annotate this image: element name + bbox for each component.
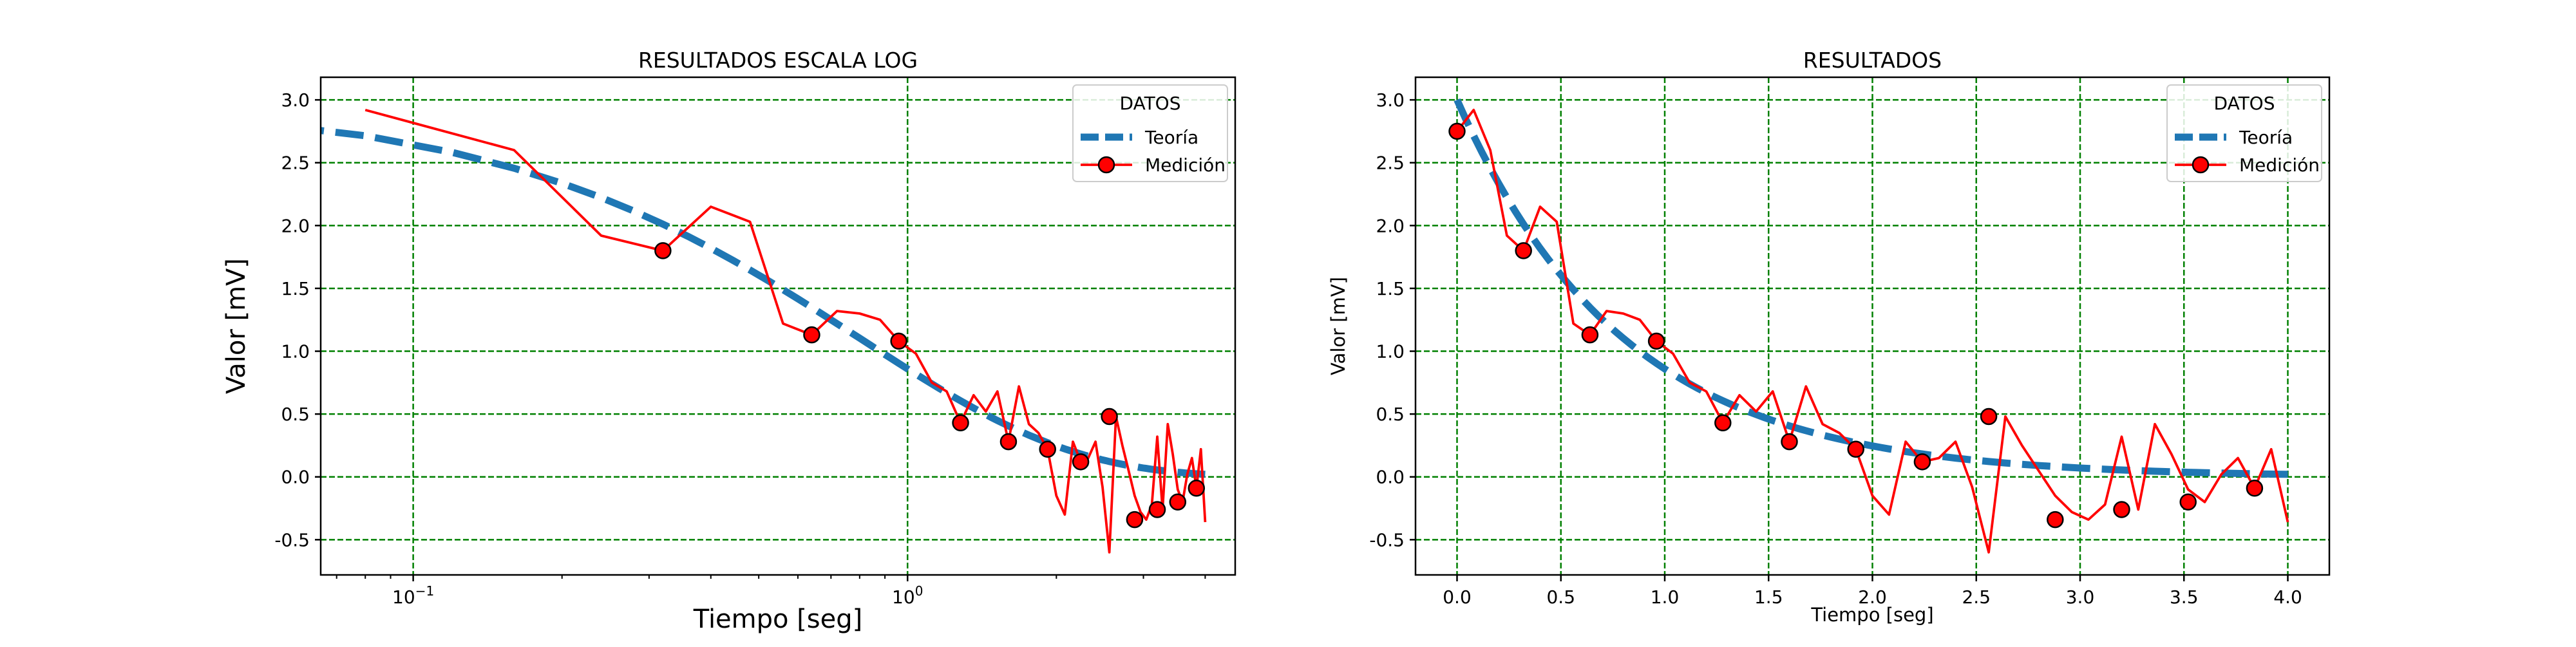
legend-medicion-label: Medición (1145, 155, 1226, 176)
series-medicion-marker (1647, 332, 1665, 350)
legend-title: DATOS (1120, 93, 1181, 114)
series-medicion-marker (2113, 501, 2130, 518)
series-medicion-line (1456, 108, 2289, 554)
x-tick-label: 3.0 (2066, 586, 2095, 608)
y-tick-label: 2.0 (281, 215, 310, 236)
series-medicion-line (365, 108, 1207, 554)
x-tick-label: 1.5 (1754, 586, 1783, 608)
legend-medicion-swatch-marker (2192, 156, 2210, 174)
legend: DATOS Teoría Medición (1072, 84, 1228, 182)
x-tick-label: 0.5 (1546, 586, 1575, 608)
x-tick-label: 0.0 (1443, 586, 1472, 608)
x-axis-label: Tiempo [seg] (1810, 604, 1933, 626)
series-medicion-marker (1714, 414, 1732, 432)
y-tick-label: 0.5 (281, 404, 310, 425)
y-tick-label: 3.0 (281, 89, 310, 111)
legend-teoria-label: Teoría (2239, 127, 2293, 148)
y-tick-label: 1.0 (1376, 341, 1405, 362)
series-medicion-marker (1148, 501, 1166, 518)
series-medicion-marker (1039, 440, 1056, 458)
series-medicion-marker (1101, 408, 1118, 426)
grid-lines (321, 77, 1235, 575)
x-tick-label: 1.0 (1651, 586, 1680, 608)
x-tick-label: 10−1 (392, 583, 434, 608)
series-medicion-marker (2179, 493, 2197, 511)
chart-title: RESULTADOS (1803, 48, 1942, 73)
series-medicion-marker (890, 332, 907, 350)
series-medicion-marker (1515, 242, 1532, 259)
y-tick-label: 2.0 (1376, 215, 1405, 236)
legend: DATOS Teoría Medición (2166, 84, 2322, 182)
legend-medicion-swatch-marker (1097, 156, 1115, 174)
y-tick-label: -0.5 (274, 529, 310, 550)
y-tick-label: 1.0 (281, 341, 310, 362)
x-tick-label: 2.5 (1962, 586, 1991, 608)
legend-box (1072, 84, 1228, 182)
series-medicion-marker (803, 326, 820, 344)
y-tick-label: 1.5 (281, 278, 310, 299)
x-tick-label: 2.0 (1858, 586, 1887, 608)
y-tick-label: 0.0 (1376, 467, 1405, 488)
legend-title: DATOS (2214, 93, 2275, 114)
series-medicion-marker (1980, 408, 1998, 426)
series-medicion-marker (1448, 122, 1466, 140)
x-tick-label-base: 10 (392, 586, 415, 608)
series-medicion-marker (1126, 511, 1144, 529)
x-tick-label: 100 (892, 583, 923, 608)
y-tick-label: 1.5 (1376, 278, 1405, 299)
y-axis-label: Valor [mV] (222, 258, 251, 394)
plot-area (1448, 98, 2289, 554)
chart-panel-log: -0.50.00.51.01.52.02.53.010−1 100RESULTAD… (222, 48, 1236, 634)
x-tick-label-base: 10 (892, 586, 915, 608)
x-tick-label: 4.0 (2273, 586, 2302, 608)
x-tick-label-exponent: 0 (915, 583, 923, 599)
series-medicion-marker (1847, 440, 1864, 458)
series-medicion-marker (1072, 453, 1090, 471)
series-medicion-marker (999, 433, 1018, 451)
y-tick-label: 2.5 (1376, 153, 1405, 174)
y-tick-label: 0.5 (1376, 404, 1405, 425)
series-medicion-marker (2047, 511, 2064, 529)
series-medicion-marker (1581, 326, 1599, 344)
legend-teoria-label: Teoría (1144, 127, 1198, 148)
legend-medicion-label: Medición (2239, 155, 2320, 176)
series-medicion-marker (952, 414, 969, 432)
series-medicion-marker (1781, 433, 1798, 451)
chart-panel-linear: -0.5 0.0 0.5 1.0 1.5 2.0 2.5 3.0 0.0 0.5 1.0 1.5 2.0… (1327, 48, 2331, 626)
y-tick-label: 2.5 (281, 153, 310, 174)
grid-lines (1416, 77, 2329, 575)
series-medicion-marker (1169, 493, 1187, 511)
legend-box (2166, 84, 2322, 182)
series-medicion-marker (1913, 453, 1931, 471)
x-axis-label: Tiempo [seg] (693, 605, 863, 634)
y-tick-label: 0.0 (281, 467, 310, 488)
chart-title: RESULTADOS ESCALA LOG (638, 48, 918, 73)
x-tick-label: 3.5 (2170, 586, 2199, 608)
series-teoria-line (1454, 98, 2288, 478)
plot-area (321, 108, 1207, 554)
series-teoria-line (321, 127, 1206, 478)
series-medicion-marker (1188, 480, 1206, 497)
axes-frame (319, 76, 1236, 576)
y-tick-label: 3.0 (1376, 89, 1405, 111)
x-tick-label-exponent: −1 (415, 583, 434, 599)
y-axis-label: Valor [mV] (1327, 277, 1349, 375)
y-tick-label: -0.5 (1369, 529, 1405, 550)
series-medicion-marker (2246, 480, 2264, 497)
series-medicion-marker (654, 242, 672, 259)
